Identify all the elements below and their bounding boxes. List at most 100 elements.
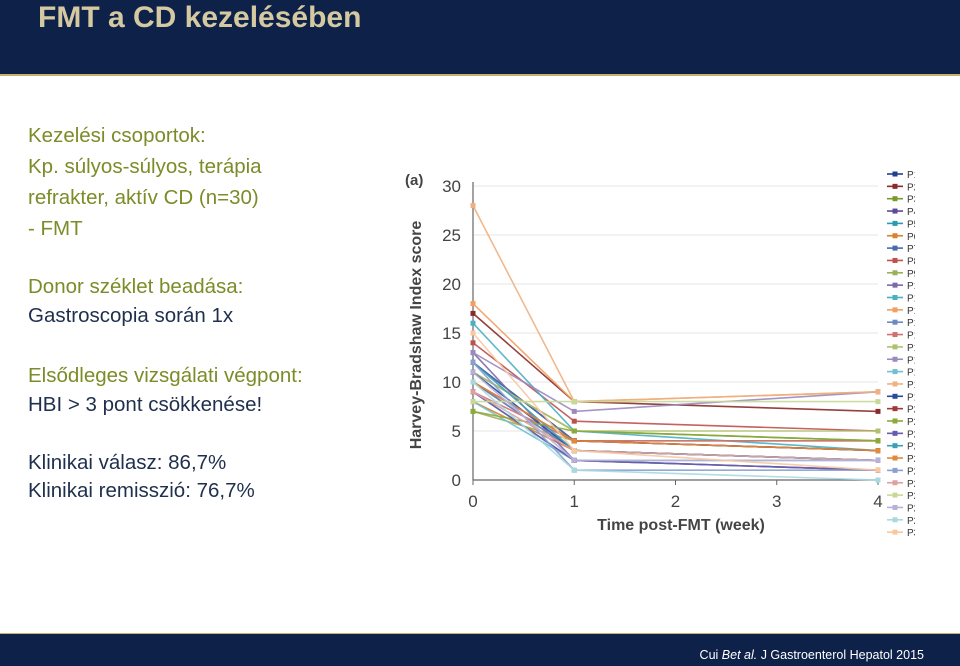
point-p15-2 [875, 428, 881, 434]
point-p2-0 [470, 310, 476, 316]
legend-marker-p30 [892, 529, 898, 535]
legend-marker-p17 [892, 369, 898, 375]
point-p28-2 [875, 457, 881, 463]
point-p28-0 [470, 369, 476, 375]
legend-marker-p29 [892, 517, 898, 523]
plot-area: 0 5 10 15 20 25 30 0 1 2 3 4 [442, 177, 883, 511]
legend-label-p14: P14 [907, 331, 915, 342]
legend-marker-p11 [892, 295, 898, 300]
clinical-remission: Klinikai remisszió: 76,7% [28, 479, 255, 502]
legend-marker-p23 [892, 443, 898, 449]
legend-label-p22: P22 [907, 429, 915, 440]
legend-label-p16: P16 [907, 355, 915, 366]
point-p29-0 [470, 379, 476, 385]
legend-marker-p25 [892, 467, 898, 473]
legend-label-p27: P27 [907, 491, 915, 502]
legend-marker-p28 [892, 504, 898, 510]
point-p8-0 [470, 340, 476, 346]
legend-label-p26: P26 [907, 479, 915, 490]
group-line-2: refrakter, aktív CD (n=30) [28, 186, 259, 209]
donor-text: Gastroscopia során 1x [28, 304, 234, 327]
legend-marker-p1 [892, 171, 898, 177]
point-p30-0 [470, 330, 476, 336]
point-p26-0 [470, 389, 476, 395]
point-p27-0 [470, 399, 476, 405]
footer-bar [0, 634, 960, 666]
legend-label-p5: P5 [907, 219, 915, 230]
legend-label-p15: P15 [907, 343, 915, 354]
legend-label-p30: P30 [907, 528, 915, 539]
y-tick-label-30: 30 [442, 177, 461, 196]
hbi-line-chart: (a) Harvey-Bradshaw Index score Time pos… [405, 170, 915, 539]
legend-marker-p19 [892, 393, 898, 399]
point-p30-2 [875, 467, 881, 473]
legend-marker-p2 [892, 183, 898, 189]
legend-marker-p5 [892, 220, 898, 226]
left-text-panel: Kezelési csoportok: Kp. súlyos-súlyos, t… [28, 120, 408, 505]
point-p18-0 [470, 203, 476, 209]
point-p8-1 [571, 418, 577, 424]
legend-marker-p22 [892, 430, 898, 436]
legend-marker-p24 [892, 455, 898, 461]
legend-marker-p27 [892, 492, 898, 498]
point-p25-0 [470, 359, 476, 365]
legend-marker-p3 [892, 196, 898, 202]
legend-label-p8: P8 [907, 256, 915, 267]
legend-label-p9: P9 [907, 269, 915, 280]
legend-label-p19: P19 [907, 392, 915, 403]
legend-label-p28: P28 [907, 503, 915, 514]
legend-label-p11: P11 [907, 294, 915, 305]
endpoint-text: HBI > 3 pont csökkenése! [28, 393, 263, 416]
y-tick-label-20: 20 [442, 275, 461, 294]
group-line-3: - FMT [28, 217, 83, 240]
point-p18-2 [875, 389, 881, 395]
x-tick-label-3: 3 [772, 492, 781, 511]
x-tick-label-2: 2 [671, 492, 680, 511]
legend-marker-p12 [892, 307, 898, 313]
citation-etal: Bet al. [721, 648, 758, 662]
y-axis-label: Harvey-Bradshaw Index score [408, 221, 425, 450]
legend-label-p20: P20 [907, 405, 915, 416]
series-line-p23 [472, 361, 879, 462]
legend-label-p1: P1 [907, 170, 915, 181]
header-divider [0, 74, 960, 76]
point-p27-1 [571, 399, 577, 405]
clinical-response: Klinikai válasz: 86,7% [28, 451, 227, 474]
legend: P1P2 P3P4P5 P6P7P8 P9P10 P11P12P13 P14P15P16 P… [887, 170, 915, 539]
point-p11-0 [470, 320, 476, 326]
legend-marker-p20 [892, 406, 898, 412]
point-p27-2 [875, 399, 881, 405]
point-p21-2 [875, 438, 881, 444]
legend-label-p21: P21 [907, 417, 915, 428]
legend-marker-p10 [892, 282, 898, 288]
point-p21-0 [470, 408, 476, 414]
x-tick-label-0: 0 [468, 492, 477, 511]
point-p24-2 [875, 448, 881, 454]
legend-marker-p4 [892, 208, 898, 214]
panel-label: (a) [405, 172, 423, 189]
point-p12-0 [470, 301, 476, 307]
point-p24-1 [571, 438, 577, 444]
x-tick-label-4: 4 [873, 492, 882, 511]
legend-marker-p15 [892, 344, 898, 350]
legend-label-p2: P2 [907, 182, 915, 193]
legend-label-p4: P4 [907, 207, 915, 218]
y-tick-label-15: 15 [442, 324, 461, 343]
x-axis-label: Time post-FMT (week) [597, 517, 765, 534]
x-tick-label-1: 1 [570, 492, 579, 511]
legend-label-p24: P24 [907, 454, 915, 465]
legend-marker-p14 [892, 332, 898, 338]
y-tick-label-0: 0 [452, 471, 461, 490]
point-p2-2 [875, 408, 881, 414]
y-tick-label-25: 25 [442, 226, 461, 245]
y-tick-label-10: 10 [442, 373, 461, 392]
legend-label-p13: P13 [907, 318, 915, 329]
endpoint-heading: Elsődleges vizsgálati végpont: [28, 364, 303, 387]
legend-marker-p26 [892, 480, 898, 486]
header-bar: FMT a CD kezelésében [0, 0, 960, 74]
legend-label-p6: P6 [907, 232, 915, 243]
groups-heading: Kezelési csoportok: [28, 124, 206, 147]
slide-title: FMT a CD kezelésében [38, 1, 362, 34]
citation: Cui Bet al. J Gastroenterol Hepatol 2015 [700, 647, 924, 663]
donor-heading: Donor széklet beadása: [28, 275, 244, 298]
